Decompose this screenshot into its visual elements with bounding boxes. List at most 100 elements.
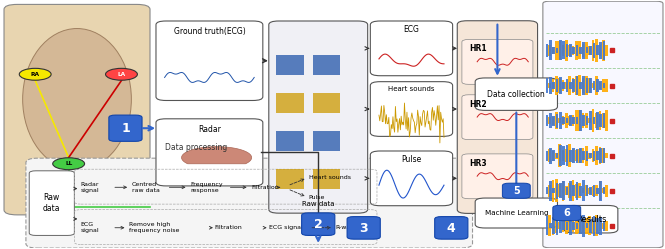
Bar xyxy=(276,93,304,113)
Bar xyxy=(558,78,561,93)
FancyBboxPatch shape xyxy=(370,82,453,136)
Bar xyxy=(576,182,579,200)
Bar xyxy=(583,115,585,126)
Bar xyxy=(585,76,588,95)
Text: Results: Results xyxy=(576,215,606,224)
Bar xyxy=(592,186,595,196)
Bar xyxy=(593,151,595,161)
FancyBboxPatch shape xyxy=(553,205,581,221)
Text: ECG
signal: ECG signal xyxy=(80,222,99,233)
Text: HR3: HR3 xyxy=(469,159,487,168)
Bar xyxy=(586,78,589,93)
Bar xyxy=(559,219,562,233)
Bar xyxy=(566,79,569,92)
Bar xyxy=(569,82,572,89)
FancyBboxPatch shape xyxy=(435,217,468,239)
Bar xyxy=(592,219,595,233)
Circle shape xyxy=(19,68,51,80)
Bar xyxy=(592,109,595,132)
Bar xyxy=(569,183,571,198)
Bar xyxy=(602,188,604,193)
Bar xyxy=(276,169,304,189)
Text: Radar
signal: Radar signal xyxy=(80,182,99,193)
Bar xyxy=(595,146,598,165)
Text: Ground truth(ECG): Ground truth(ECG) xyxy=(174,27,245,36)
Text: Radar: Radar xyxy=(198,125,221,134)
FancyBboxPatch shape xyxy=(302,213,334,236)
Bar xyxy=(589,46,591,55)
Bar xyxy=(562,150,565,161)
Bar xyxy=(596,79,598,92)
Bar xyxy=(602,148,604,163)
Bar xyxy=(559,145,562,166)
Bar xyxy=(605,185,608,197)
Bar xyxy=(582,148,585,163)
Circle shape xyxy=(106,68,138,80)
Bar xyxy=(596,112,598,130)
Bar xyxy=(589,219,592,233)
Bar xyxy=(569,220,571,232)
Bar xyxy=(586,151,589,161)
Bar xyxy=(602,223,604,229)
Bar xyxy=(565,82,568,89)
Bar xyxy=(589,46,592,55)
FancyBboxPatch shape xyxy=(475,78,557,110)
Bar xyxy=(586,186,589,196)
Bar xyxy=(569,144,571,167)
Bar xyxy=(548,117,551,124)
Bar xyxy=(575,110,578,131)
Bar xyxy=(562,80,565,91)
Bar xyxy=(572,180,575,201)
Bar xyxy=(559,40,562,61)
Bar xyxy=(576,117,579,124)
Bar xyxy=(595,113,598,128)
Bar xyxy=(605,45,608,56)
Bar xyxy=(573,148,575,163)
Bar xyxy=(592,83,595,88)
Text: Heart sounds: Heart sounds xyxy=(388,86,435,92)
Bar xyxy=(579,47,582,54)
Bar xyxy=(572,220,575,232)
Bar xyxy=(276,131,304,151)
Bar xyxy=(598,45,601,56)
Bar xyxy=(598,82,601,89)
Bar xyxy=(549,223,551,228)
Bar xyxy=(551,217,554,235)
Bar xyxy=(579,217,582,234)
Bar xyxy=(551,79,554,92)
Bar xyxy=(598,147,601,165)
Bar xyxy=(593,216,595,236)
Bar xyxy=(549,77,551,94)
Bar xyxy=(589,153,592,158)
Bar xyxy=(576,223,579,229)
Bar xyxy=(579,110,582,131)
Bar xyxy=(562,45,565,56)
Text: 2: 2 xyxy=(314,218,323,231)
Bar xyxy=(569,75,571,95)
Text: Pulse: Pulse xyxy=(402,155,422,164)
Text: 1: 1 xyxy=(121,122,130,135)
Bar xyxy=(585,185,588,196)
Bar xyxy=(555,76,557,95)
Bar xyxy=(598,181,601,200)
Bar xyxy=(576,45,579,56)
Bar xyxy=(558,184,561,197)
Bar xyxy=(585,146,588,166)
Bar xyxy=(576,149,579,163)
Bar xyxy=(555,153,557,159)
Bar xyxy=(585,218,588,234)
Bar xyxy=(572,46,575,55)
Bar xyxy=(566,118,569,123)
Bar xyxy=(602,187,605,194)
FancyBboxPatch shape xyxy=(156,119,263,186)
Text: Data collection: Data collection xyxy=(487,90,545,99)
Bar xyxy=(589,216,591,236)
Bar xyxy=(589,118,591,123)
Polygon shape xyxy=(182,147,251,164)
Bar xyxy=(592,40,595,61)
Bar xyxy=(569,115,572,126)
Text: Remove high
frequency noise: Remove high frequency noise xyxy=(129,222,179,233)
Bar xyxy=(605,153,608,158)
Text: 6: 6 xyxy=(563,208,570,218)
Bar xyxy=(602,41,605,60)
